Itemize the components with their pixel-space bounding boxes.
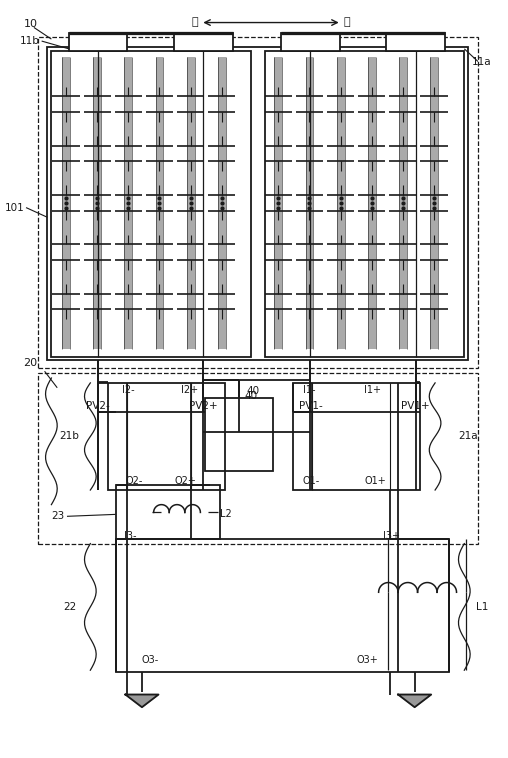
Bar	[293, 383, 420, 490]
Text: 40: 40	[244, 390, 258, 400]
Text: 20: 20	[24, 359, 38, 368]
Bar	[116, 485, 220, 539]
Text: O1+: O1+	[364, 476, 386, 487]
Bar	[430, 57, 438, 349]
Text: 低: 低	[343, 17, 350, 27]
Polygon shape	[398, 694, 431, 707]
Bar	[399, 57, 407, 349]
Bar	[155, 57, 164, 349]
Bar	[93, 57, 101, 349]
Text: I3+: I3+	[383, 531, 399, 540]
Text: PV1+: PV1+	[401, 402, 430, 412]
Text: PV2-: PV2-	[86, 402, 110, 412]
Text: 高: 高	[192, 17, 199, 27]
Bar	[124, 57, 132, 349]
Text: O1-: O1-	[303, 476, 320, 487]
Bar	[69, 33, 128, 51]
Bar	[265, 51, 464, 356]
Bar	[281, 33, 340, 51]
Text: PV1-: PV1-	[299, 402, 322, 412]
Text: L1: L1	[476, 602, 488, 612]
Text: 10: 10	[24, 20, 38, 30]
Bar	[38, 37, 478, 368]
Text: PV2+: PV2+	[189, 402, 217, 412]
Text: O2+: O2+	[174, 476, 196, 487]
Bar	[187, 57, 195, 349]
Bar	[47, 47, 468, 361]
Text: I2-: I2-	[122, 385, 135, 395]
Text: 21a: 21a	[459, 431, 478, 441]
Bar	[218, 57, 226, 349]
Text: 11b: 11b	[20, 36, 40, 46]
Text: 21b: 21b	[59, 431, 79, 441]
Text: I1+: I1+	[364, 385, 381, 395]
Bar	[174, 33, 233, 51]
Bar	[337, 57, 344, 349]
Bar	[62, 57, 70, 349]
Polygon shape	[125, 694, 158, 707]
Bar	[205, 397, 273, 471]
Text: O3+: O3+	[356, 656, 378, 666]
Bar	[306, 57, 313, 349]
Text: 22: 22	[64, 602, 77, 612]
Bar	[274, 57, 282, 349]
Bar	[108, 383, 225, 490]
Text: 101: 101	[5, 202, 24, 212]
Bar	[38, 373, 478, 543]
Text: L2: L2	[220, 509, 232, 519]
Text: 40: 40	[246, 386, 259, 396]
Text: 11a: 11a	[472, 57, 492, 67]
Text: I2+: I2+	[181, 385, 198, 395]
Bar	[387, 33, 445, 51]
Bar	[116, 539, 449, 672]
Text: I1-: I1-	[303, 385, 315, 395]
Text: 23: 23	[51, 512, 64, 522]
Text: I3-: I3-	[124, 531, 137, 540]
Bar	[368, 57, 376, 349]
Bar	[51, 51, 251, 356]
Text: O3-: O3-	[142, 656, 159, 666]
Text: O2-: O2-	[125, 476, 143, 487]
